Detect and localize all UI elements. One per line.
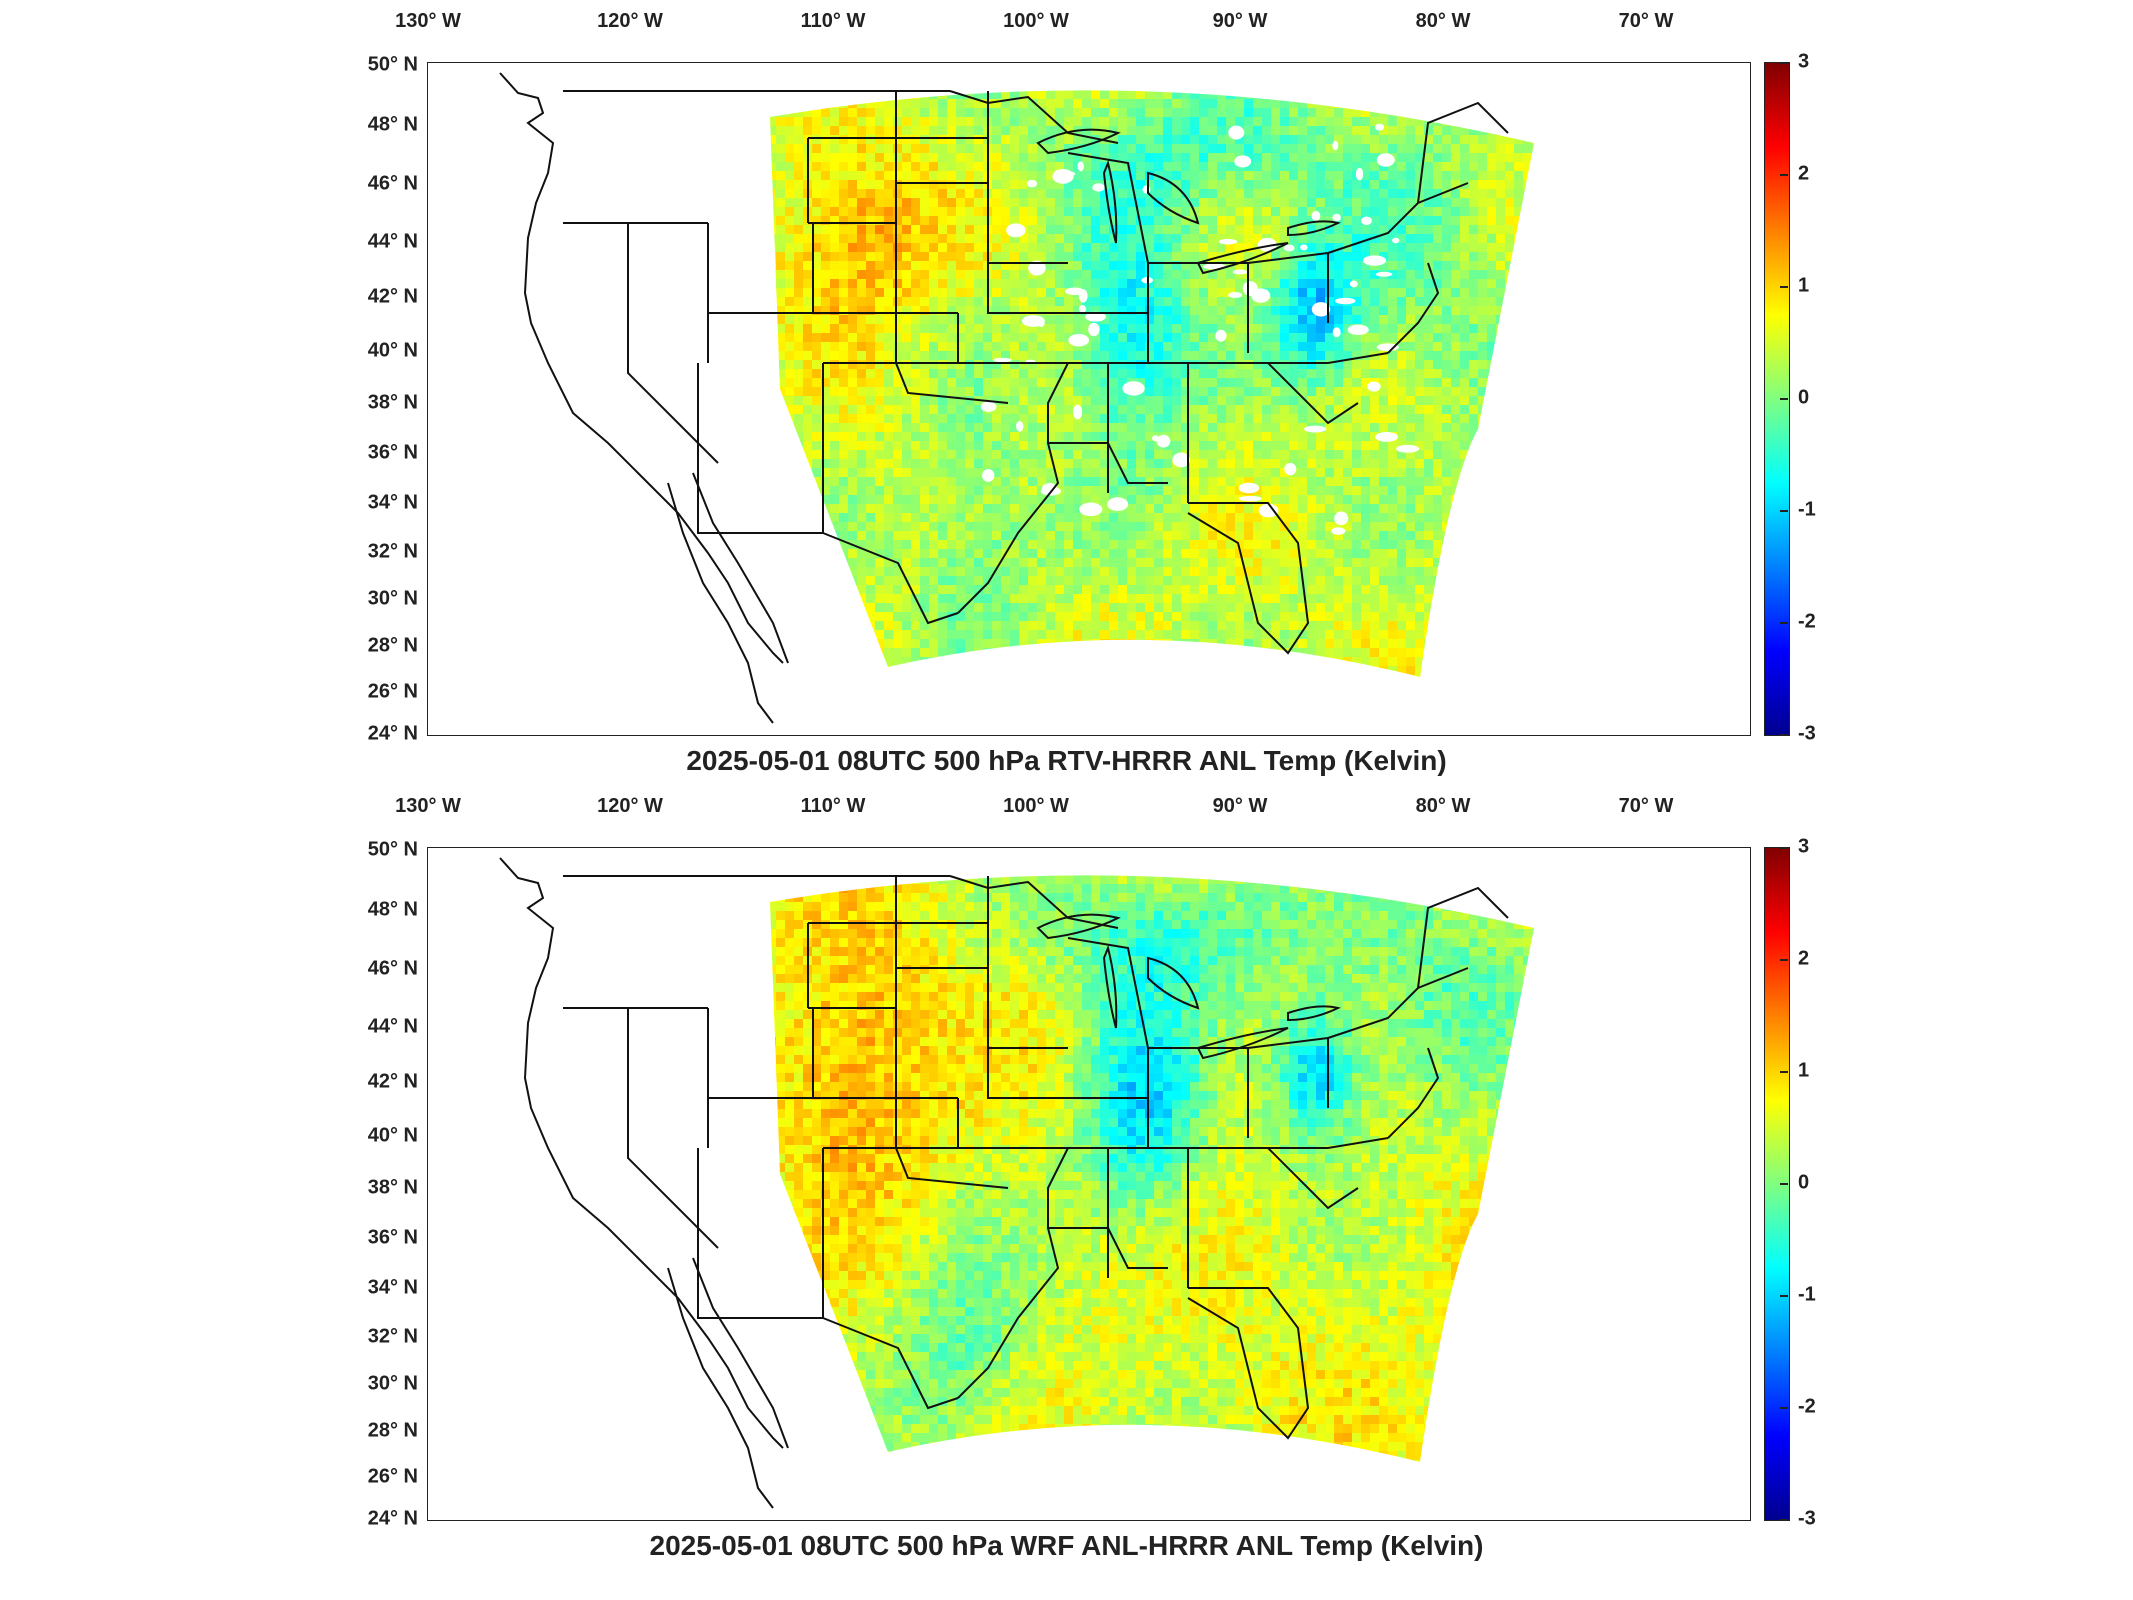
latitude-label: 24° N: [367, 722, 418, 745]
latitude-label: 36° N: [367, 441, 418, 464]
latitude-label: 44° N: [367, 230, 418, 253]
colorbar-tick-label: -3: [1798, 1507, 1816, 1530]
colorbar-tick-label: -2: [1798, 610, 1816, 633]
longitude-label: 130° W: [395, 795, 461, 817]
latitude-label: 42° N: [367, 1070, 418, 1093]
latitude-label: 30° N: [367, 1372, 418, 1395]
longitude-label: 120° W: [597, 10, 663, 32]
latitude-label: 38° N: [367, 1176, 418, 1199]
colorbar-tick: [1780, 1071, 1788, 1073]
latitude-label: 30° N: [367, 587, 418, 610]
longitude-label: 90° W: [1212, 10, 1268, 32]
temperature-difference-field: [770, 875, 1534, 1463]
state-boundaries: [499, 857, 1509, 1509]
colorbar-tick-label: 0: [1798, 1171, 1810, 1194]
latitude-label: 24° N: [367, 1507, 418, 1530]
map-plot: [499, 857, 1534, 1509]
colorbar-tick-label: 0: [1798, 386, 1810, 409]
colorbar-tick: [1780, 286, 1788, 288]
latitude-label: 48° N: [367, 113, 418, 136]
latitude-label: 48° N: [367, 898, 418, 921]
longitude-label: 110° W: [800, 10, 866, 32]
colorbar-tick: [1780, 510, 1788, 512]
colorbar-tick: [1780, 398, 1788, 400]
map-frame: [427, 62, 1751, 736]
colorbar-tick: [1780, 62, 1788, 64]
colorbar-tick: [1780, 959, 1788, 961]
latitude-label: 26° N: [367, 1465, 418, 1488]
longitude-label: 80° W: [1415, 10, 1471, 32]
longitude-label: 70° W: [1618, 10, 1674, 32]
state-boundaries: [499, 72, 1509, 724]
longitude-label: 130° W: [395, 10, 461, 32]
longitude-label: 110° W: [800, 795, 866, 817]
colorbar-tick-label: -1: [1798, 1283, 1816, 1306]
latitude-label: 46° N: [367, 957, 418, 980]
longitude-label: 90° W: [1212, 795, 1268, 817]
latitude-label: 34° N: [367, 1276, 418, 1299]
colorbar-tick-label: -1: [1798, 498, 1816, 521]
latitude-label: 38° N: [367, 391, 418, 414]
colorbar-tick: [1780, 1183, 1788, 1185]
latitude-label: 32° N: [367, 540, 418, 563]
longitude-label: 80° W: [1415, 795, 1471, 817]
latitude-label: 42° N: [367, 285, 418, 308]
latitude-label: 40° N: [367, 1124, 418, 1147]
colorbar-tick: [1780, 174, 1788, 176]
colorbar-tick-label: 3: [1798, 835, 1810, 858]
panel-title: 2025-05-01 08UTC 500 hPa RTV-HRRR ANL Te…: [686, 745, 1447, 776]
colorbar-tick: [1780, 847, 1788, 849]
map-plot: [499, 72, 1534, 724]
map-frame: [427, 847, 1751, 1521]
colorbar-tick: [1780, 1519, 1788, 1521]
colorbar-tick: [1780, 734, 1788, 736]
colorbar-tick: [1780, 622, 1788, 624]
latitude-label: 46° N: [367, 172, 418, 195]
latitude-label: 28° N: [367, 634, 418, 657]
latitude-label: 26° N: [367, 680, 418, 703]
longitude-label: 70° W: [1618, 795, 1674, 817]
longitude-label: 100° W: [1003, 795, 1069, 817]
latitude-label: 40° N: [367, 339, 418, 362]
latitude-label: 50° N: [367, 53, 418, 76]
latitude-label: 44° N: [367, 1015, 418, 1038]
longitude-label: 120° W: [597, 795, 663, 817]
colorbar-tick-label: 3: [1798, 50, 1810, 73]
longitude-label: 100° W: [1003, 10, 1069, 32]
colorbar-tick: [1780, 1407, 1788, 1409]
colorbar-tick-label: 1: [1798, 274, 1810, 297]
colorbar-tick-label: 2: [1798, 947, 1810, 970]
latitude-label: 36° N: [367, 1226, 418, 1249]
colorbar-tick-label: -2: [1798, 1395, 1816, 1418]
panel-title: 2025-05-01 08UTC 500 hPa WRF ANL-HRRR AN…: [649, 1530, 1484, 1561]
latitude-label: 50° N: [367, 838, 418, 861]
latitude-label: 32° N: [367, 1325, 418, 1348]
colorbar-tick-label: 1: [1798, 1059, 1810, 1082]
colorbar-tick: [1780, 1295, 1788, 1297]
colorbar-tick-label: -3: [1798, 722, 1816, 745]
temperature-difference-field: [770, 90, 1534, 678]
latitude-label: 34° N: [367, 491, 418, 514]
latitude-label: 28° N: [367, 1419, 418, 1442]
colorbar-tick-label: 2: [1798, 162, 1810, 185]
